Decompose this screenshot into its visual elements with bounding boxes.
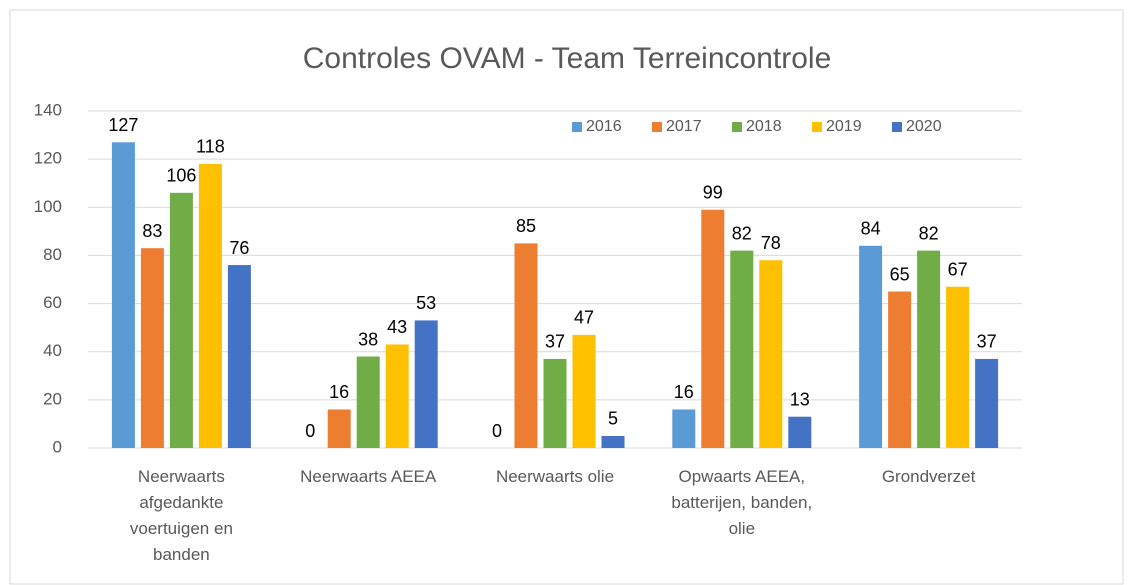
y-tick-label: 120 bbox=[34, 149, 62, 168]
bar bbox=[888, 291, 912, 448]
y-tick-label: 60 bbox=[43, 293, 62, 312]
chart-title: Controles OVAM - Team Terreincontrole bbox=[303, 42, 832, 75]
bar bbox=[975, 358, 999, 448]
data-label: 84 bbox=[861, 219, 881, 239]
bar bbox=[198, 163, 222, 448]
data-label: 82 bbox=[732, 223, 752, 243]
bar bbox=[169, 192, 193, 448]
x-tick-label: Grondverzet bbox=[881, 467, 976, 486]
bar bbox=[543, 358, 567, 448]
data-label: 16 bbox=[674, 382, 694, 402]
y-tick-label: 140 bbox=[34, 100, 62, 119]
data-label: 76 bbox=[229, 238, 249, 258]
data-label: 118 bbox=[196, 137, 225, 157]
data-label: 5 bbox=[608, 409, 618, 429]
data-label: 65 bbox=[890, 264, 910, 284]
legend-swatch bbox=[652, 122, 662, 132]
legend-label: 2019 bbox=[826, 118, 862, 135]
x-tick-label: Neerwaarts olie bbox=[495, 467, 615, 486]
bar bbox=[327, 409, 351, 448]
bar bbox=[385, 344, 409, 448]
x-tick-label: Neerwaarts afgedankte voertuigen en band… bbox=[129, 467, 233, 564]
bar bbox=[859, 245, 883, 448]
data-label: 0 bbox=[492, 421, 502, 441]
bar bbox=[414, 320, 438, 448]
bar bbox=[601, 435, 625, 448]
data-label: 13 bbox=[790, 389, 810, 409]
legend-swatch bbox=[572, 122, 582, 132]
data-label: 127 bbox=[108, 115, 138, 135]
data-label: 85 bbox=[516, 216, 536, 236]
legend-label: 2017 bbox=[666, 118, 702, 135]
data-label: 38 bbox=[358, 329, 378, 349]
bar bbox=[917, 250, 941, 448]
y-tick-label: 80 bbox=[43, 245, 62, 264]
data-label: 78 bbox=[761, 233, 781, 253]
bar bbox=[788, 416, 812, 448]
data-label: 99 bbox=[703, 182, 723, 202]
bar bbox=[572, 334, 596, 448]
legend-label: 2016 bbox=[586, 118, 622, 135]
legend-swatch bbox=[732, 122, 742, 132]
data-label: 106 bbox=[166, 166, 196, 186]
bar bbox=[672, 409, 696, 448]
data-label: 0 bbox=[305, 421, 315, 441]
bar bbox=[140, 248, 164, 448]
legend-swatch bbox=[892, 122, 902, 132]
data-label: 43 bbox=[387, 317, 407, 337]
data-label: 16 bbox=[329, 382, 349, 402]
bar bbox=[759, 260, 783, 448]
bar bbox=[356, 356, 380, 448]
legend-label: 2018 bbox=[746, 118, 782, 135]
data-label: 47 bbox=[574, 308, 594, 328]
data-label: 82 bbox=[919, 223, 939, 243]
legend-label: 2020 bbox=[906, 118, 942, 135]
data-label: 37 bbox=[545, 332, 565, 352]
data-label: 37 bbox=[977, 332, 997, 352]
x-tick-label: Neerwaarts AEEA bbox=[300, 467, 437, 486]
bar bbox=[111, 142, 135, 449]
y-tick-label: 20 bbox=[43, 389, 62, 408]
data-label: 67 bbox=[948, 259, 968, 279]
bar bbox=[227, 265, 251, 448]
y-tick-label: 0 bbox=[53, 437, 62, 456]
bar bbox=[730, 250, 754, 448]
bar bbox=[946, 286, 970, 448]
bar bbox=[701, 209, 725, 448]
data-label: 53 bbox=[416, 293, 436, 313]
legend-swatch bbox=[812, 122, 822, 132]
y-tick-label: 100 bbox=[34, 197, 62, 216]
x-tick-label: Opwaarts AEEA, batterijen, banden, olie bbox=[671, 467, 813, 538]
y-tick-label: 40 bbox=[43, 341, 62, 360]
data-label: 83 bbox=[142, 221, 162, 241]
bar bbox=[514, 243, 538, 448]
